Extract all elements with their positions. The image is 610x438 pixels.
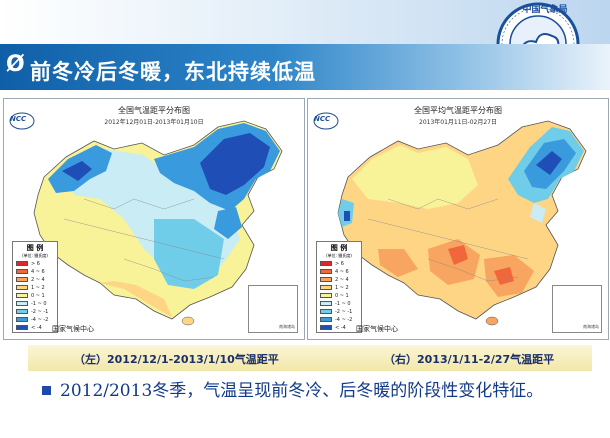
legend-item: 0 ~ 1 (320, 292, 361, 299)
legend-swatch (16, 309, 28, 314)
caption-left: （左）2012/12/1-2013/1/10气温距平 (74, 353, 279, 366)
legend-label: -1 ~ 0 (31, 300, 47, 307)
legend-label: -2 ~ -1 (31, 308, 49, 315)
legend-unit: (单位: 摄氏度) (22, 253, 48, 258)
inset-label: 南海诸岛 (583, 324, 599, 329)
legend-item: -2 ~ -1 (320, 308, 361, 315)
legend-swatch (320, 317, 332, 322)
map-credit: 国家气候中心 (52, 325, 94, 333)
map-title: 全国气温距平分布图 (118, 106, 190, 115)
legend-item: < -4 (16, 324, 57, 331)
map-subtitle: 2012年12月01日-2013年01月10日 (104, 119, 204, 126)
legend-item: 1 ~ 2 (320, 284, 361, 291)
legend-item: -1 ~ 0 (320, 300, 361, 307)
title-bar (0, 44, 610, 90)
legend-swatch (16, 285, 28, 290)
legend-item: 2 ~ 4 (320, 276, 361, 283)
south-china-sea-inset: 南海诸岛 (248, 285, 298, 333)
legend-label: 1 ~ 2 (31, 284, 45, 291)
legend-label: < -4 (335, 324, 346, 331)
legend-item: -2 ~ -1 (16, 308, 57, 315)
legend-label: 4 ~ 6 (31, 268, 45, 275)
legend-swatch (320, 277, 332, 282)
legend-label: > 6 (31, 260, 40, 267)
legend-item: > 6 (16, 260, 57, 267)
legend-item: 2 ~ 4 (16, 276, 57, 283)
legend-item: 1 ~ 2 (16, 284, 57, 291)
legend-swatch (16, 269, 28, 274)
legend-label: < -4 (31, 324, 42, 331)
legend-label: 4 ~ 6 (335, 268, 349, 275)
legend-swatch (16, 293, 28, 298)
map-right: NCC 全国平均气温距平分布图 2013年01月11日-02月27日 图 例 (… (307, 98, 609, 340)
legend-label: 0 ~ 1 (335, 292, 349, 299)
slide-title: 前冬冷后冬暖，东北持续低温 (30, 60, 316, 84)
legend-item: -4 ~ -2 (16, 316, 57, 323)
legend-item: 4 ~ 6 (16, 268, 57, 275)
legend-swatch (16, 277, 28, 282)
legend-label: 2 ~ 4 (31, 276, 45, 283)
legend-swatch (320, 285, 332, 290)
legend-item: -4 ~ -2 (320, 316, 361, 323)
legend-item: 0 ~ 1 (16, 292, 57, 299)
legend-item: -1 ~ 0 (16, 300, 57, 307)
legend-label: 1 ~ 2 (335, 284, 349, 291)
map-title: 全国平均气温距平分布图 (414, 106, 502, 115)
legend-item: < -4 (320, 324, 361, 331)
ncc-logo: NCC (10, 115, 27, 123)
legend-swatch (320, 261, 332, 266)
map-left: NCC 全国气温距平分布图 2012年12月01日-2013年01月10日 图 … (3, 98, 305, 340)
legend-label: -4 ~ -2 (31, 316, 49, 323)
bullet-icon (42, 386, 51, 395)
legend-swatch (320, 309, 332, 314)
legend-label: 2 ~ 4 (335, 276, 349, 283)
map-left-graphic (9, 112, 283, 326)
title-arrow-icon: Ø (6, 52, 25, 77)
map-credit: 国家气候中心 (356, 325, 398, 333)
legend-unit: (单位: 摄氏度) (326, 253, 352, 258)
inset-label: 南海诸岛 (279, 324, 295, 329)
legend-swatch (16, 317, 28, 322)
legend-swatch (16, 301, 28, 306)
legend-title: 图 例 (330, 244, 348, 252)
logo-text: 中国气象局 (522, 5, 568, 15)
legend-swatch (320, 325, 332, 330)
caption-right: （右）2013/1/11-2/27气温距平 (384, 353, 555, 366)
legend-swatch (320, 301, 332, 306)
legend-label: -4 ~ -2 (335, 316, 353, 323)
body-text: 2012/2013冬季，气温呈现前冬冷、后冬暖的阶段性变化特征。 (60, 381, 544, 401)
map-right-graphic (313, 112, 587, 326)
legend-label: 0 ~ 1 (31, 292, 45, 299)
legend-title: 图 例 (26, 244, 44, 252)
legend-swatch (16, 261, 28, 266)
legend-item: 4 ~ 6 (320, 268, 361, 275)
caption-band (28, 345, 592, 371)
legend-label: -2 ~ -1 (335, 308, 353, 315)
legend-item: > 6 (320, 260, 361, 267)
ncc-logo: NCC (314, 115, 331, 123)
legend-label: > 6 (335, 260, 344, 267)
legend-swatch (320, 269, 332, 274)
legend-label: -1 ~ 0 (335, 300, 351, 307)
legend-swatch (16, 325, 28, 330)
legend-swatch (320, 293, 332, 298)
map-subtitle: 2013年01月11日-02月27日 (419, 119, 497, 126)
south-china-sea-inset: 南海诸岛 (552, 285, 602, 333)
